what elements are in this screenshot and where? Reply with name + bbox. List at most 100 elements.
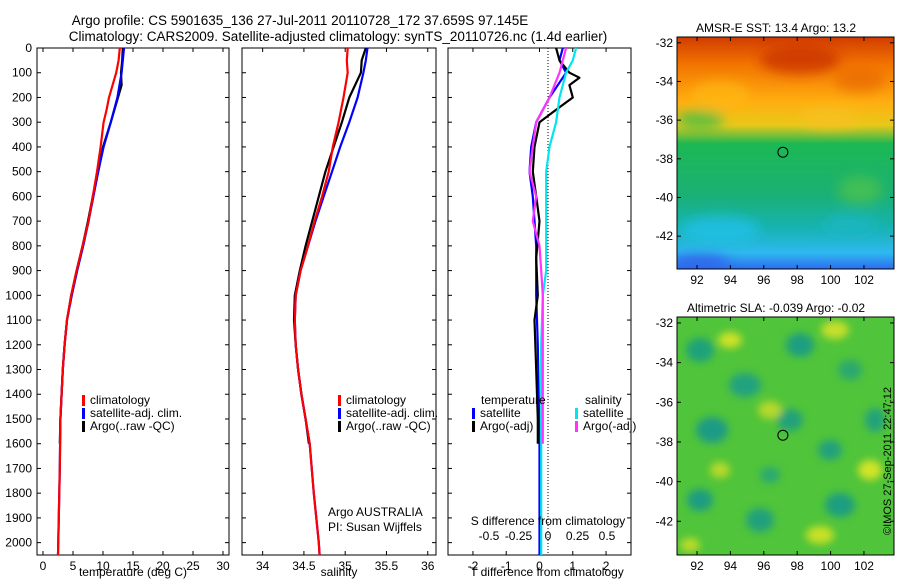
legend-swatch xyxy=(82,395,85,406)
temperature-xlabel: temperature (deg C) xyxy=(79,565,187,579)
depth-tick-label: 0 xyxy=(25,41,32,55)
lon-tick-label: 100 xyxy=(821,559,841,573)
x-tick-label: -1 xyxy=(501,559,512,573)
legend-label: satellite-adj. clim. xyxy=(346,406,438,420)
legend-title-salinity: salinity xyxy=(585,393,622,407)
legend-label: Argo(..raw -QC) xyxy=(90,419,175,433)
figure-title-line2: Climatology: CARS2009. Satellite-adjuste… xyxy=(69,29,608,44)
temperature-axis-ticks: 0 5 10 15 20 25 30 xyxy=(40,48,230,573)
depth-tick-label: 600 xyxy=(12,189,32,203)
depth-tick-label: 1300 xyxy=(5,363,32,377)
lon-tick-label: 92 xyxy=(690,273,704,287)
s-diff-tick-label: 0 xyxy=(545,529,552,543)
depth-tick-label: 1000 xyxy=(5,288,32,302)
depth-tick-label: 300 xyxy=(12,115,32,129)
salinity-difference-ticks: -0.5 -0.25 0 0.25 0.5 xyxy=(479,529,616,543)
depth-tick-label: 1600 xyxy=(5,437,32,451)
depth-tick-label: 400 xyxy=(12,140,32,154)
salinity-panel: 34 34.5 35 35.5 36 climatologysatellite-adj.… xyxy=(241,47,438,579)
depth-tick-label: 1900 xyxy=(5,511,32,525)
series-line-satellite xyxy=(540,48,578,555)
x-tick-label: 35.5 xyxy=(375,559,399,573)
x-tick-label: 2 xyxy=(603,559,610,573)
lat-tick-label: -36 xyxy=(656,395,674,409)
figure-title-line1: Argo profile: CS 5901635_136 27-Jul-2011… xyxy=(72,13,529,28)
depth-tick-label: 1700 xyxy=(5,461,32,475)
legend-swatch xyxy=(575,408,578,419)
x-tick-label: 10 xyxy=(96,559,110,573)
x-tick-label: 25 xyxy=(186,559,200,573)
sst-lon-ticks: 92 94 96 98 100 102 xyxy=(690,37,874,287)
x-tick-label: 34 xyxy=(256,559,270,573)
depth-tick-label: 200 xyxy=(12,90,32,104)
lon-tick-label: 96 xyxy=(757,559,771,573)
lon-tick-label: 102 xyxy=(854,559,874,573)
legend-swatch xyxy=(338,408,341,419)
depth-tick-label: 2000 xyxy=(5,536,32,550)
lat-tick-label: -34 xyxy=(656,356,674,370)
legend-label: climatology xyxy=(90,393,150,407)
lat-tick-label: -42 xyxy=(656,514,674,528)
x-tick-label: 36 xyxy=(421,559,435,573)
lon-tick-label: 98 xyxy=(791,273,805,287)
lon-tick-label: 94 xyxy=(724,559,738,573)
sla-texture xyxy=(680,321,885,552)
lon-tick-label: 100 xyxy=(821,273,841,287)
lat-tick-label: -38 xyxy=(656,152,674,166)
sst-map-frame xyxy=(676,36,895,270)
temperature-plot-area xyxy=(36,47,230,556)
x-tick-label: 0 xyxy=(40,559,47,573)
salinity-xlabel: salinity xyxy=(321,565,358,579)
salinity-annotation-line1: Argo AUSTRALIA xyxy=(328,505,423,519)
legend-label: satellite-adj. clim. xyxy=(90,406,182,420)
salinity-depth-ticks xyxy=(242,47,436,544)
legend-label: Argo(..raw -QC) xyxy=(346,419,431,433)
series-line-argo-adj- xyxy=(531,48,581,444)
imos-credit: ©IMOS 27-Sep-2011 22:47:12 xyxy=(882,387,894,535)
lat-tick-label: -40 xyxy=(656,475,674,489)
x-tick-label: 20 xyxy=(156,559,170,573)
depth-axis-ticks: 0 100 200 300 400 500 600 700 800 900 1000 1100 1200… xyxy=(5,41,229,550)
depth-tick-label: 1200 xyxy=(5,338,32,352)
x-tick-label: 30 xyxy=(216,559,230,573)
t-difference-xlabel: T difference from climatology xyxy=(470,565,624,579)
lon-tick-label: 92 xyxy=(690,559,704,573)
depth-tick-label: 1400 xyxy=(5,387,32,401)
lon-tick-label: 94 xyxy=(724,273,738,287)
sla-map-title: Altimetric SLA: -0.039 Argo: -0.02 xyxy=(687,301,865,315)
x-tick-label: 35 xyxy=(339,559,353,573)
salinity-axis-ticks: 34 34.5 35 35.5 36 xyxy=(256,48,435,573)
x-tick-label: -2 xyxy=(468,559,479,573)
lon-tick-label: 96 xyxy=(757,273,771,287)
lat-tick-label: -36 xyxy=(656,113,674,127)
sst-lat-ticks: -32 -34 -36 -38 -40 -42 xyxy=(656,36,894,243)
legend-label: satellite xyxy=(480,406,521,420)
sla-lon-ticks: 92 94 96 98 100 102 xyxy=(690,317,874,573)
lat-tick-label: -34 xyxy=(656,74,674,88)
series-line-climatology xyxy=(56,48,121,555)
sst-argo-position-marker xyxy=(777,146,789,158)
depth-tick-label: 1100 xyxy=(6,313,32,327)
difference-axis-ticks: -2 -1 0 1 2 xyxy=(468,48,610,573)
difference-depth-ticks xyxy=(448,47,631,544)
x-tick-label: 5 xyxy=(70,559,77,573)
s-diff-tick-label: 0.5 xyxy=(599,529,616,543)
x-tick-label: 34.5 xyxy=(292,559,316,573)
legend-swatch xyxy=(575,421,578,432)
legend-swatch xyxy=(82,408,85,419)
depth-tick-label: 1500 xyxy=(5,412,32,426)
sla-map: Altimetric SLA: -0.039 Argo: -0.02 xyxy=(656,301,895,573)
difference-legend: temperature salinitysatelliteArgo(-adj)sa… xyxy=(472,393,636,433)
sst-texture xyxy=(677,46,886,269)
sst-map-title: AMSR-E SST: 13.4 Argo: 13.2 xyxy=(696,21,856,35)
s-diff-tick-label: 0.25 xyxy=(566,529,590,543)
legend-title-temperature: temperature xyxy=(481,393,546,407)
lat-tick-label: -40 xyxy=(656,190,674,204)
salinity-annotation-line2: PI: Susan Wijffels xyxy=(328,520,422,534)
temperature-panel: 0100200300400500600700800900100011001200… xyxy=(5,41,230,579)
legend-label: Argo(-adj) xyxy=(480,419,533,433)
legend-label: climatology xyxy=(346,393,406,407)
